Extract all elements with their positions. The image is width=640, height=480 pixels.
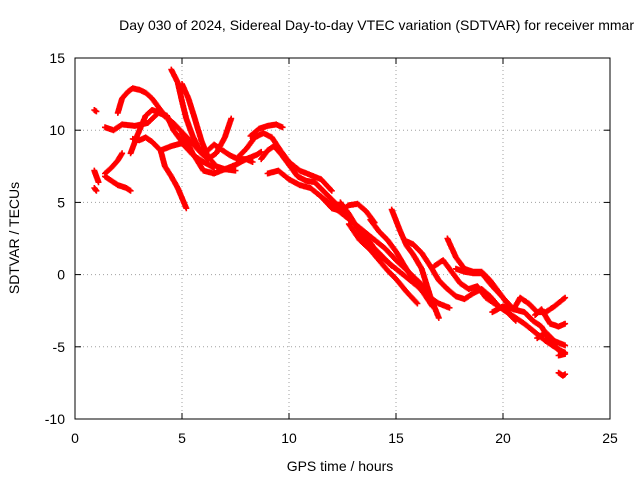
- x-tick-label: 5: [178, 430, 186, 446]
- series-markers: [179, 130, 265, 177]
- series-track-u: [367, 216, 436, 310]
- series-markers: [91, 185, 100, 194]
- series-track-ae: [555, 369, 569, 379]
- series-track-t: [345, 221, 421, 307]
- series-track-d: [102, 173, 134, 194]
- series-markers: [91, 107, 100, 115]
- plot-border: [74, 57, 611, 420]
- y-axis-label: SDTVAR / TECUs: [6, 182, 22, 294]
- series-track-c: [91, 185, 100, 194]
- x-tick-label: 25: [602, 430, 618, 446]
- chart-title: Day 030 of 2024, Sidereal Day-to-day VTE…: [119, 17, 634, 33]
- series-markers: [102, 173, 134, 194]
- series-track-j: [157, 147, 190, 212]
- x-tick-label: 20: [495, 430, 511, 446]
- series-markers: [367, 216, 436, 310]
- series-track-b: [91, 167, 102, 186]
- axes: 0 5 10 15 20 25 -10 -5 0 5 10 15: [45, 50, 618, 446]
- x-tick-label: 15: [388, 430, 404, 446]
- x-tick-label: 0: [71, 430, 79, 446]
- y-tick-label: -5: [53, 339, 66, 355]
- y-tick-label: -10: [45, 411, 65, 427]
- plot-area: [91, 66, 569, 379]
- series-markers: [157, 147, 190, 212]
- series-track-ac: [534, 329, 569, 349]
- series-markers: [345, 221, 421, 307]
- x-axis-label: GPS time / hours: [287, 458, 394, 474]
- y-tick-label: 5: [57, 194, 65, 210]
- series-track-m: [179, 130, 265, 177]
- y-tick-label: 15: [49, 50, 65, 66]
- grid: [75, 58, 610, 419]
- series-track-ab: [532, 306, 569, 330]
- series-markers: [388, 206, 442, 321]
- y-tick-label: 0: [57, 267, 65, 283]
- series-markers: [452, 265, 569, 356]
- series-track-e: [102, 150, 126, 177]
- series-markers: [102, 150, 126, 177]
- series-markers: [532, 306, 569, 330]
- series-track-v: [388, 206, 442, 321]
- series-track-ad: [555, 351, 569, 359]
- series-track-a: [91, 107, 100, 115]
- series-markers: [534, 329, 569, 349]
- series-markers: [247, 121, 286, 139]
- y-tick-label: 10: [49, 122, 65, 138]
- series-markers: [555, 369, 569, 379]
- series-track-z: [452, 265, 569, 356]
- series-markers: [555, 351, 569, 359]
- x-tick-label: 10: [281, 430, 297, 446]
- series-track-o: [247, 121, 286, 139]
- series-markers: [91, 167, 102, 186]
